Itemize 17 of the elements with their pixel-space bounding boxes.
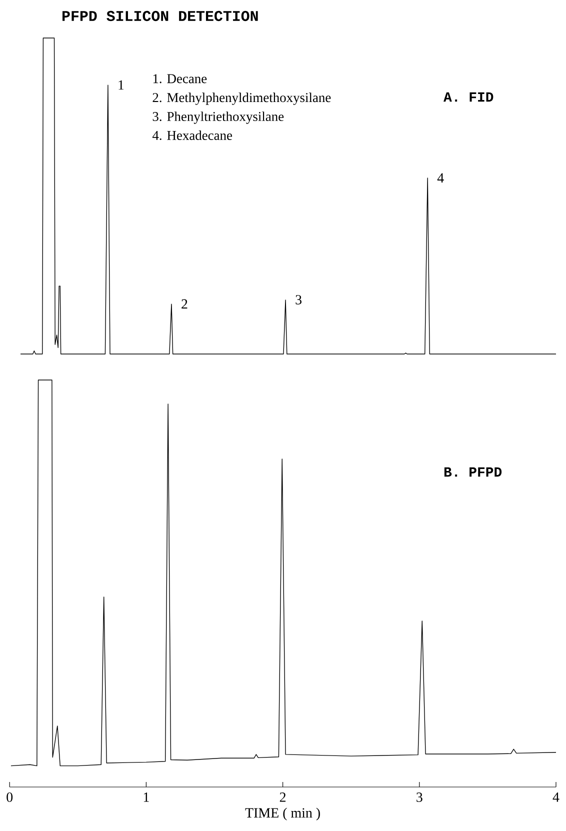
x-tick-label: 1 — [144, 792, 149, 802]
x-tick-label: 0 — [6, 792, 13, 802]
annotation: 3. Phenyltriethoxysilane — [152, 112, 284, 124]
x-axis-title: TIME ( min ) — [245, 808, 320, 820]
annotation: 1. Decane — [153, 74, 207, 84]
text: B. PFPD — [444, 467, 502, 477]
annotation: 4. Hexadecane — [152, 130, 232, 140]
chart-title: PFPD SILICON DETECTION — [62, 10, 258, 22]
text: A. FID — [444, 92, 494, 102]
x-tick-label: 3 — [416, 792, 422, 802]
annotation: 2 — [182, 299, 188, 309]
annotation: 1 — [118, 80, 124, 90]
annotation: 3 — [296, 295, 302, 304]
x-tick-label: 4 — [552, 792, 560, 802]
x-tick-label: 2 — [280, 792, 286, 802]
annotation: 4 — [437, 173, 444, 182]
annotation: 2. Methylphenyldimethoxysilane — [152, 92, 331, 105]
